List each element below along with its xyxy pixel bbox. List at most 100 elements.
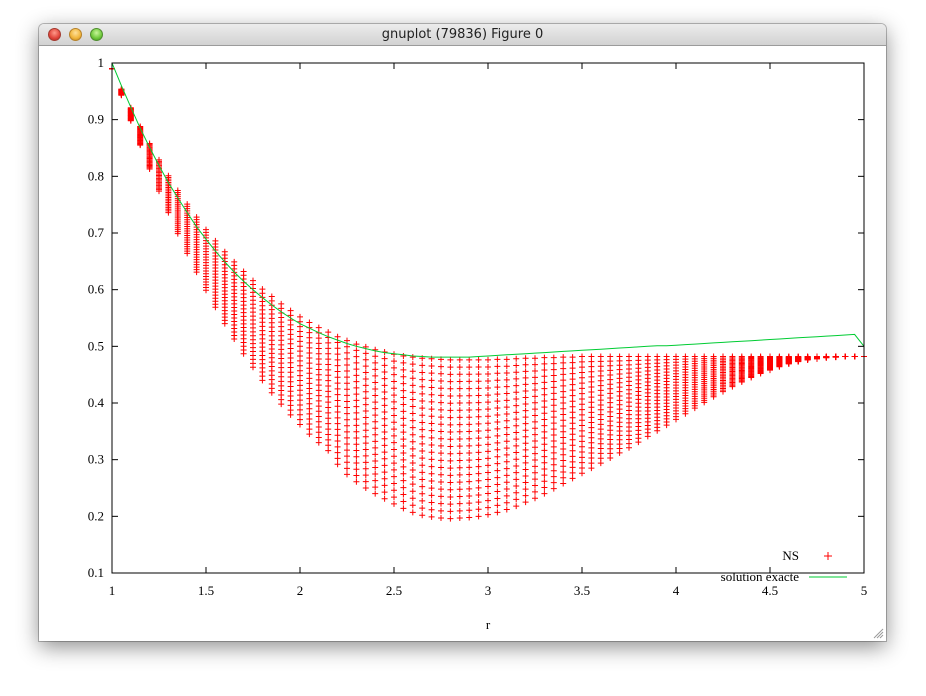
ns-data-point [513,382,520,389]
legend-label-exact: solution exacte [721,569,800,584]
ns-data-point [353,478,360,485]
ns-data-point [381,495,388,502]
ns-data-point [560,359,567,366]
ns-data-point [447,400,454,407]
ns-data-point [560,423,567,430]
ns-data-point [569,392,576,399]
ns-data-point [325,377,332,384]
ns-data-point [541,484,548,491]
zoom-window-button[interactable] [90,28,103,41]
ns-data-point [541,447,548,454]
ns-data-point [353,372,360,379]
ns-data-point [485,462,491,469]
ns-data-point [315,350,322,357]
ns-data-point [532,463,538,470]
ns-data-point [522,459,529,466]
y-tick-label: 0.3 [88,452,104,467]
ns-data-point [344,465,350,472]
ns-data-point [720,388,726,395]
ns-data-point [447,371,454,378]
ns-data-point [372,425,379,432]
ns-data-point [334,356,341,363]
ns-data-point [419,447,426,454]
ns-data-point [550,455,557,462]
ns-data-point [466,485,473,492]
ns-data-point [569,475,576,482]
ns-data-point [409,375,416,382]
ns-data-point [372,477,379,484]
ns-data-point [456,435,463,442]
ns-data-point [381,469,388,476]
ns-data-point [428,362,435,369]
minimize-window-button[interactable] [69,28,82,41]
ns-data-point [400,408,407,415]
ns-data-point [391,392,397,399]
ns-data-point [438,385,444,392]
x-tick-label: 2 [297,583,304,598]
ns-data-point [485,363,491,370]
ns-data-point [475,513,482,520]
ns-data-point [503,417,510,424]
ns-data-point [541,404,548,411]
ns-data-point [362,446,369,453]
ns-data-point [315,413,322,420]
close-window-button[interactable] [48,28,61,41]
ns-data-point [541,472,548,479]
ns-data-point [428,384,435,391]
ns-data-point [579,417,585,424]
ns-data-point [344,471,350,478]
ns-data-point [522,361,529,368]
ns-data-point [569,453,576,460]
ns-data-point [334,455,341,462]
ns-data-point [334,461,341,468]
ns-data-point [409,467,416,474]
ns-data-point [579,433,585,440]
ns-data-point [579,353,585,360]
ns-data-point [513,362,520,369]
ns-data-point [532,387,538,394]
ns-data-point [447,486,454,493]
ns-data-point [513,436,520,443]
ns-data-point [522,407,529,414]
ns-data-point [438,392,444,399]
ns-data-point [466,464,473,471]
ns-data-point [466,457,473,464]
ns-data-point [353,366,360,373]
ns-data-point [522,381,529,388]
ns-data-point [579,411,585,418]
ns-data-point [466,478,473,485]
window-titlebar[interactable]: gnuplot (79836) Figure 0 [39,24,886,46]
ns-data-point [325,383,332,389]
ns-data-point [306,421,313,428]
ns-data-point [353,472,360,479]
ns-data-point [400,456,407,463]
ns-data-point [438,370,444,377]
ns-data-point [372,379,379,386]
ns-data-point [362,382,369,389]
ns-data-point [325,372,332,379]
ns-data-point [409,410,416,417]
ns-data-point [503,390,510,397]
ns-data-point [503,479,510,486]
ns-data-point [334,449,341,456]
ns-data-point [391,500,397,507]
ns-data-point [550,414,557,421]
ns-data-point [503,445,510,452]
ns-data-point [569,447,576,454]
ns-data-point [391,466,397,473]
ns-data-point [203,287,209,294]
ns-data-point [428,485,435,492]
ns-data-point [447,515,454,522]
ns-data-point [588,439,595,446]
ns-data-point [550,443,557,450]
ns-data-point [550,378,557,385]
resize-grip-icon[interactable] [873,628,884,639]
ns-data-point [485,378,491,385]
ns-data-point [513,389,520,396]
ns-data-point [428,413,435,420]
ns-data-point [475,413,482,420]
ns-data-point [400,484,407,491]
ns-data-point [503,383,510,390]
ns-data-point [579,374,585,381]
ns-data-point [456,378,463,385]
